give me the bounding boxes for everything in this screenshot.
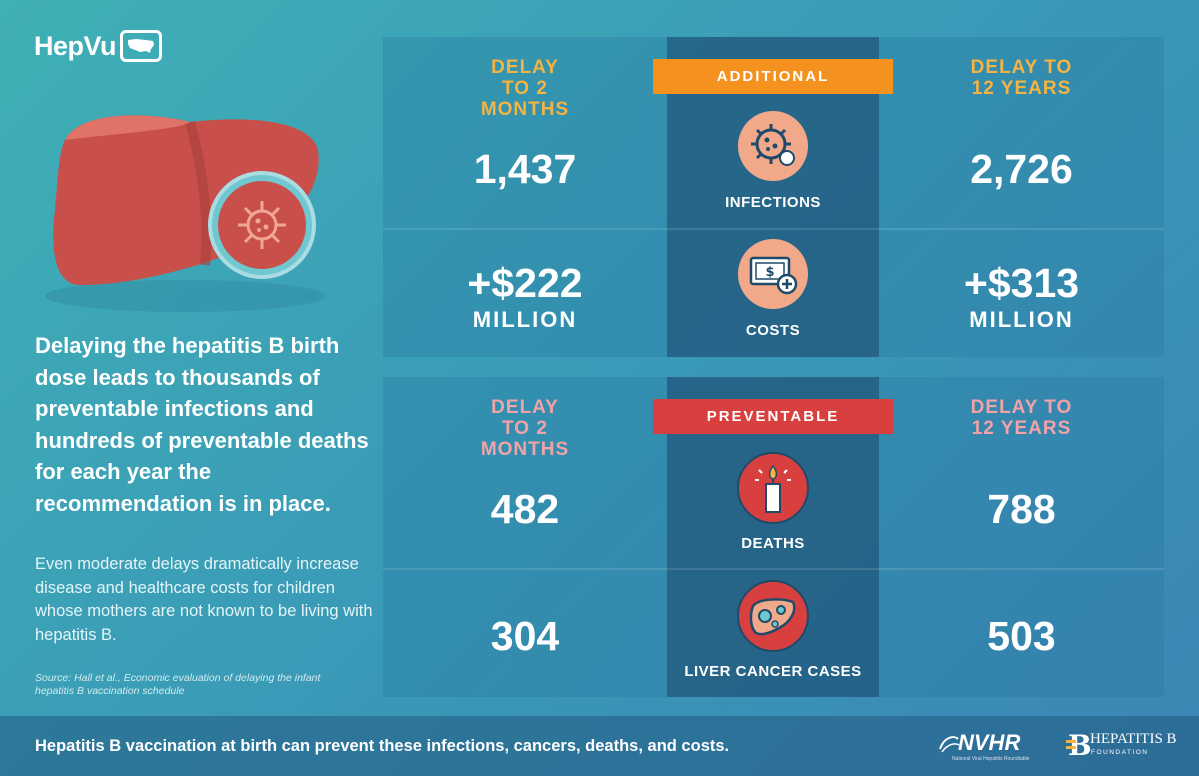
footer-message: Hepatitis B vaccination at birth can pre… xyxy=(35,737,730,755)
deaths-2-months: 482 xyxy=(490,486,560,532)
infections-12-years: 2,726 xyxy=(970,146,1073,192)
deaths-12-years: 788 xyxy=(987,486,1056,532)
additional-banner: ADDITIONAL xyxy=(653,59,893,94)
svg-text:B: B xyxy=(1068,730,1090,760)
hepvu-logo: HepVu xyxy=(34,30,163,62)
liver-cancer-12-years: 503 xyxy=(987,613,1056,659)
money-icon: $ xyxy=(737,238,809,310)
infections-label: INFECTIONS xyxy=(725,194,821,211)
hbf-mark-icon: B xyxy=(1066,730,1090,760)
virus-icon xyxy=(737,110,809,182)
right-column-header: DELAY TO 12 YEARS xyxy=(970,397,1073,439)
footer: Hepatitis B vaccination at birth can pre… xyxy=(0,716,1199,776)
costs-2-months: +$222 xyxy=(467,260,583,306)
costs-12-years-unit: MILLION xyxy=(969,307,1074,332)
source-citation: Source: Hall et al., Economic evaluation… xyxy=(35,672,321,697)
liver-illustration xyxy=(40,100,340,320)
candle-icon xyxy=(737,452,809,524)
hbf-subtitle: FOUNDATION xyxy=(1091,749,1149,756)
liver-cancer-label: LIVER CANCER CASES xyxy=(684,663,862,680)
right-column-header: DELAY TO 12 YEARS xyxy=(970,57,1073,99)
liver-cancer-2-months: 304 xyxy=(490,613,560,659)
body-text: Even moderate delays dramatically increa… xyxy=(35,555,373,644)
nvhr-swoosh-icon xyxy=(939,736,960,753)
liver-cancer-icon xyxy=(737,580,809,652)
svg-text:$: $ xyxy=(765,265,774,280)
hbf-title: HEPATITIS B xyxy=(1090,731,1177,747)
virus-icon xyxy=(238,201,286,249)
deaths-label: DEATHS xyxy=(741,535,805,552)
nvhr-wordmark: NVHR xyxy=(958,730,1021,755)
left-column-header: DELAY TO 2 MONTHS xyxy=(480,57,570,120)
nvhr-logo: NVHR National Viral Hepatitis Roundtable xyxy=(938,730,1038,764)
additional-panel: DELAY TO 2 MONTHS DELAY TO 12 YEARS ADDI… xyxy=(383,37,1164,357)
headline: Delaying the hepatitis B birth dose lead… xyxy=(35,333,369,516)
row-divider xyxy=(383,228,1164,230)
costs-12-years: +$313 xyxy=(963,260,1080,306)
brand-name: HepVu xyxy=(34,30,117,61)
left-column-header: DELAY TO 2 MONTHS xyxy=(480,397,570,460)
preventable-banner: PREVENTABLE xyxy=(653,399,893,434)
costs-2-months-unit: MILLION xyxy=(472,307,578,332)
row-divider xyxy=(383,568,1164,570)
infections-2-months: 1,437 xyxy=(473,146,577,192)
hepatitis-b-foundation-logo: B HEPATITIS B FOUNDATION xyxy=(1066,728,1191,764)
preventable-panel: DELAY TO 2 MONTHS DELAY TO 12 YEARS PREV… xyxy=(383,377,1164,697)
usa-map-icon xyxy=(120,30,163,62)
costs-label: COSTS xyxy=(745,322,801,339)
nvhr-subtitle: National Viral Hepatitis Roundtable xyxy=(952,756,1030,762)
